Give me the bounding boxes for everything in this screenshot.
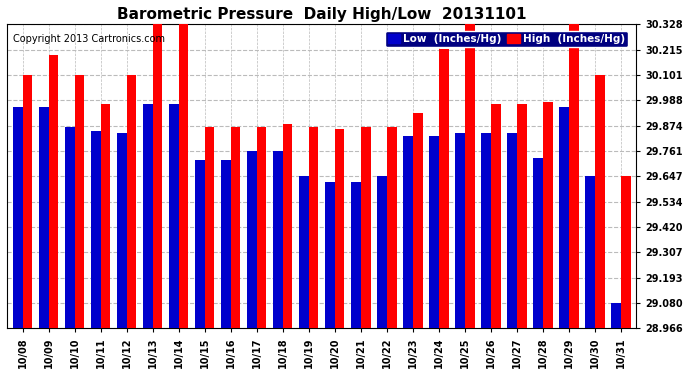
Bar <box>595 75 604 328</box>
Bar <box>335 129 344 328</box>
Bar <box>533 158 542 328</box>
Bar <box>273 151 283 328</box>
Bar <box>152 24 162 328</box>
Bar <box>221 160 230 328</box>
Bar <box>247 151 257 328</box>
Bar <box>308 127 319 328</box>
Text: Copyright 2013 Cartronics.com: Copyright 2013 Cartronics.com <box>13 34 165 44</box>
Bar <box>205 127 215 328</box>
Bar <box>386 127 397 328</box>
Bar <box>179 24 188 328</box>
Bar <box>481 134 491 328</box>
Bar <box>506 134 517 328</box>
Bar <box>168 104 179 328</box>
Bar <box>143 104 152 328</box>
Bar <box>413 113 422 328</box>
Bar <box>299 176 308 328</box>
Bar <box>117 134 126 328</box>
Bar <box>23 75 32 328</box>
Bar <box>65 127 75 328</box>
Bar <box>48 55 59 328</box>
Bar <box>195 160 205 328</box>
Bar <box>12 106 23 328</box>
Title: Barometric Pressure  Daily High/Low  20131101: Barometric Pressure Daily High/Low 20131… <box>117 7 526 22</box>
Bar <box>39 106 48 328</box>
Bar <box>464 24 475 328</box>
Bar <box>569 24 578 328</box>
Bar <box>621 176 631 328</box>
Bar <box>559 106 569 328</box>
Bar <box>283 124 293 328</box>
Bar <box>428 136 439 328</box>
Bar <box>90 131 101 328</box>
Bar <box>75 75 84 328</box>
Bar <box>491 104 500 328</box>
Bar <box>455 134 464 328</box>
Bar <box>361 127 371 328</box>
Bar <box>403 136 413 328</box>
Bar <box>230 127 241 328</box>
Bar <box>126 75 137 328</box>
Bar <box>257 127 266 328</box>
Bar <box>439 49 449 328</box>
Bar <box>517 104 526 328</box>
Bar <box>585 176 595 328</box>
Bar <box>542 102 553 328</box>
Bar <box>101 104 110 328</box>
Bar <box>377 176 386 328</box>
Bar <box>325 183 335 328</box>
Legend: Low  (Inches/Hg), High  (Inches/Hg): Low (Inches/Hg), High (Inches/Hg) <box>385 31 628 48</box>
Bar <box>611 303 621 328</box>
Bar <box>351 183 361 328</box>
